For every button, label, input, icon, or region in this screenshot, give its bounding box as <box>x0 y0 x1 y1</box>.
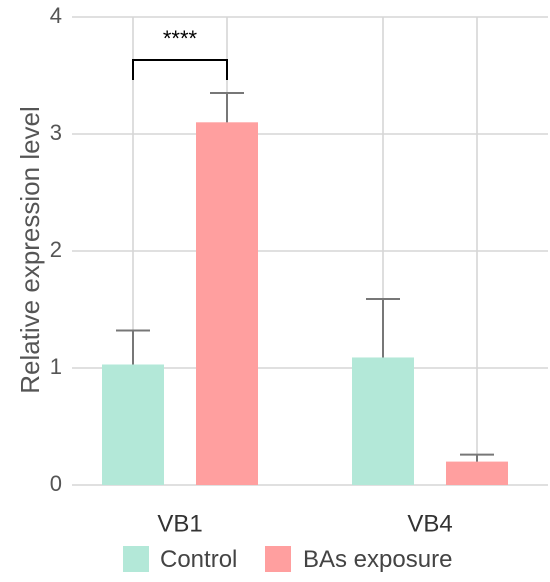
x-tick-labels: VB1 VB4 <box>157 510 452 537</box>
y-tick-label: 2 <box>50 237 62 262</box>
x-tick-label-vb1: VB1 <box>157 510 202 537</box>
significance-stars: **** <box>163 26 198 51</box>
error-bars <box>116 92 494 462</box>
bar-bas-exposure-vb1 <box>196 122 258 486</box>
bar-bas-exposure-vb4 <box>446 461 508 485</box>
significance-bracket <box>132 59 228 80</box>
legend-label-bas-exposure: BAs exposure <box>303 546 452 573</box>
legend-swatch-control <box>123 546 149 572</box>
bar-control-vb4 <box>352 357 414 485</box>
y-tick-label: 4 <box>50 3 62 28</box>
bars <box>102 122 508 486</box>
legend: Control BAs exposure <box>123 546 452 573</box>
y-tick-labels: 0 1 2 3 4 <box>50 3 62 496</box>
y-tick-label: 1 <box>50 354 62 379</box>
y-axis-title: Relative expression level <box>15 106 45 394</box>
legend-label-control: Control <box>160 546 237 573</box>
y-tick-label: 0 <box>50 471 62 496</box>
bar-control-vb1 <box>102 364 164 485</box>
y-tick-label: 3 <box>50 120 62 145</box>
significance-annotations: **** <box>132 26 228 80</box>
x-tick-label-vb4: VB4 <box>407 510 452 537</box>
legend-swatch-bas-exposure <box>265 546 291 572</box>
